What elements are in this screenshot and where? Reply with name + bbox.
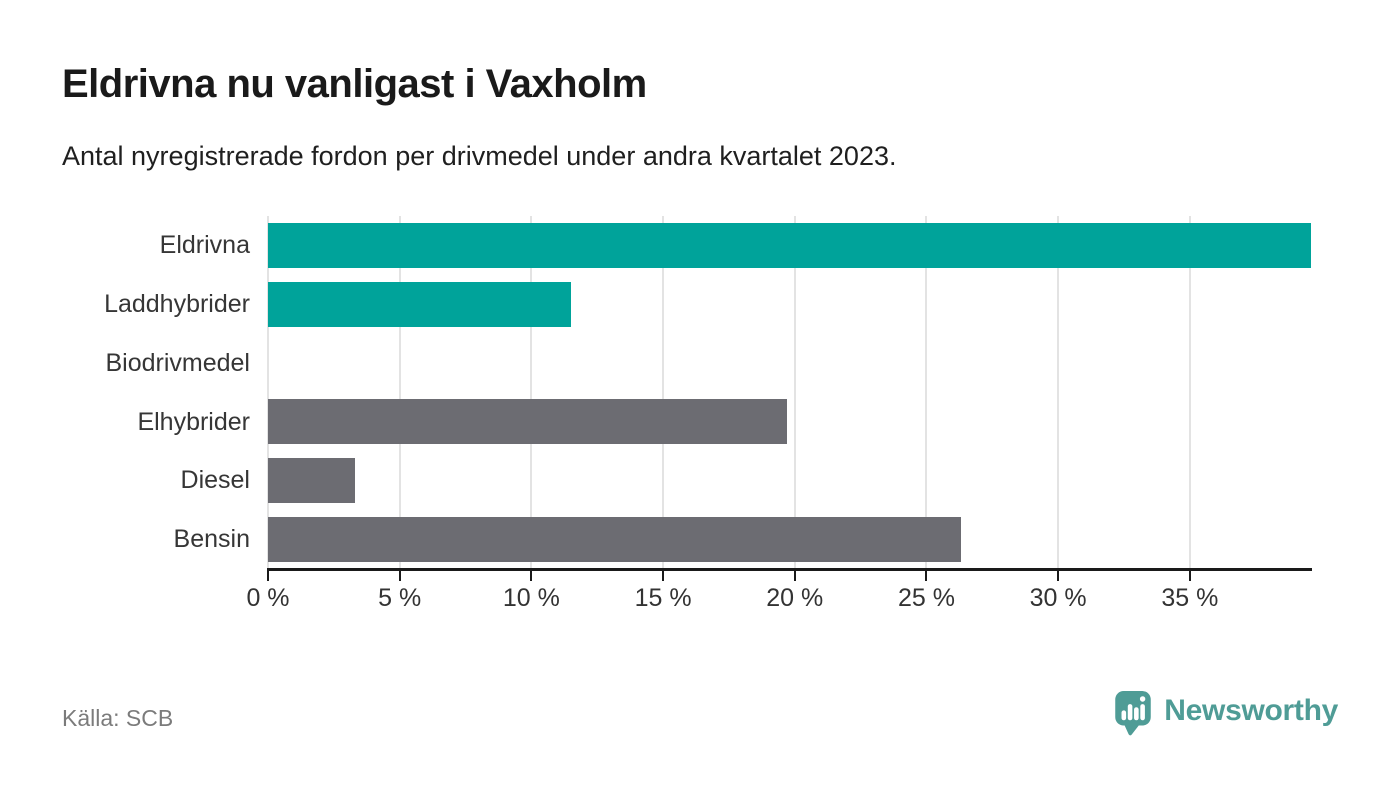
logo-exclamation-dot [1140,696,1146,702]
newsworthy-logo-icon [1115,691,1152,736]
plot-area: 0 % 5 % 10 % 15 % 20 % 25 % 30 % 35 % [246,216,1312,612]
gridline [398,216,401,569]
chart-subtitle: Antal nyregistrerade fordon per drivmede… [62,141,897,171]
gridline [1188,216,1191,569]
x-tick-label: 5 % [378,584,422,612]
category-label: Eldrivna [159,231,250,259]
chart-title: Eldrivna nu vanligast i Vaxholm [62,62,647,106]
x-tick-label: 10 % [502,584,560,612]
x-tick [398,571,401,581]
x-tick [925,571,928,581]
bar-diesel [268,458,355,504]
gridline [530,216,533,569]
logo-exclamation-bar [1140,704,1146,721]
newsworthy-logo: Newsworthy [1114,690,1338,737]
logo-bar-3 [1134,707,1139,721]
newsworthy-wordmark: Newsworthy [1164,694,1338,727]
logo-bar-1 [1121,710,1127,721]
bar-laddhybrider [268,281,571,327]
x-tick [793,571,796,581]
gridline [793,216,796,569]
bar-eldrivna [268,222,1311,268]
category-label: Diesel [180,466,250,495]
category-label: Bensin [173,525,250,554]
speech-bubble-shape [1115,691,1152,736]
x-tick-label: 30 % [1029,584,1087,612]
source-text: Källa: SCB [62,705,174,731]
category-label: Elhybrider [137,407,250,436]
x-axis-line [267,568,1312,571]
x-tick-label: 0 % [246,584,290,612]
category-label: Biodrivmedel [105,348,250,377]
bar-elhybrider [268,399,787,445]
category-labels: Eldrivna Laddhybrider Biodrivmedel Elhybrid… [0,216,250,569]
x-tick-label: 15 % [634,584,692,612]
x-tick-label: 20 % [766,584,824,612]
x-tick-label: 25 % [897,584,955,612]
x-tick-label: 35 % [1161,584,1219,612]
x-tick [530,571,533,581]
category-label: Laddhybrider [104,289,250,318]
gridline [1057,216,1060,569]
gridline [267,216,269,569]
x-tick [1057,571,1060,581]
x-tick [662,571,665,581]
gridline [662,216,665,569]
x-tick [267,571,269,581]
logo-bar-2 [1128,704,1133,721]
x-tick [1188,571,1191,581]
bar-bensin [268,517,961,563]
gridline [925,216,928,569]
